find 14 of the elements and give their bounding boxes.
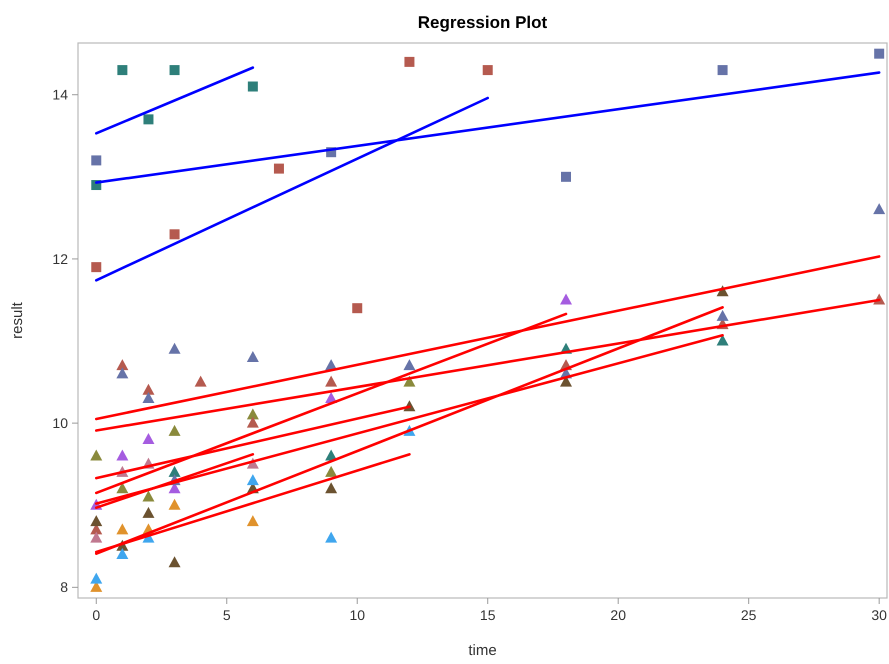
x-tick-label: 5: [222, 607, 231, 623]
y-tick-label: 10: [52, 415, 68, 432]
x-tick-label: 30: [871, 607, 888, 623]
x-tick-label: 20: [610, 607, 626, 623]
x-tick-label: 10: [349, 607, 366, 623]
x-tick-label: 25: [740, 607, 757, 623]
y-axis-title: result: [9, 301, 26, 339]
x-axis-title: time: [468, 642, 497, 659]
y-tick-label: 14: [52, 86, 68, 103]
x-tick-label: 0: [92, 607, 100, 623]
y-tick-label: 12: [52, 250, 68, 267]
y-tick-label: 8: [60, 579, 68, 596]
x-tick-label: 15: [480, 607, 496, 623]
chart-title: Regression Plot: [418, 13, 548, 32]
